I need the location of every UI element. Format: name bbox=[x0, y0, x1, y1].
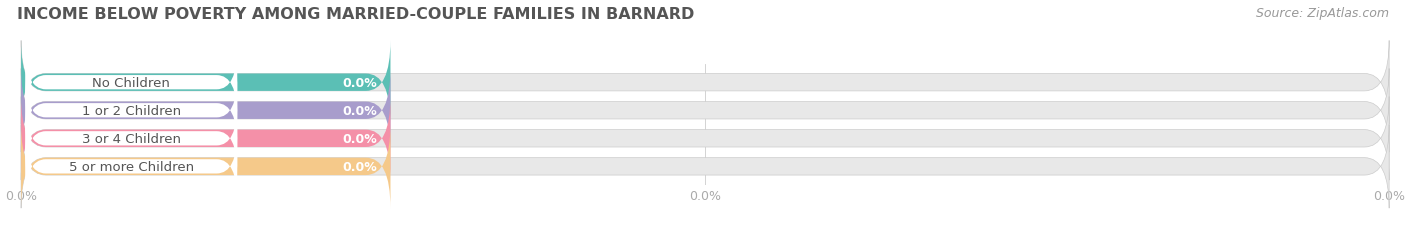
FancyBboxPatch shape bbox=[21, 125, 391, 208]
FancyBboxPatch shape bbox=[25, 48, 238, 118]
FancyBboxPatch shape bbox=[21, 69, 391, 152]
Text: 0.0%: 0.0% bbox=[342, 132, 377, 145]
Text: 0.0%: 0.0% bbox=[342, 104, 377, 117]
Text: No Children: No Children bbox=[93, 76, 170, 89]
FancyBboxPatch shape bbox=[21, 97, 391, 180]
Text: 1 or 2 Children: 1 or 2 Children bbox=[82, 104, 181, 117]
Text: INCOME BELOW POVERTY AMONG MARRIED-COUPLE FAMILIES IN BARNARD: INCOME BELOW POVERTY AMONG MARRIED-COUPL… bbox=[17, 7, 695, 22]
FancyBboxPatch shape bbox=[25, 132, 238, 201]
FancyBboxPatch shape bbox=[25, 76, 238, 146]
Text: 5 or more Children: 5 or more Children bbox=[69, 160, 194, 173]
FancyBboxPatch shape bbox=[21, 41, 1389, 125]
FancyBboxPatch shape bbox=[21, 41, 391, 125]
FancyBboxPatch shape bbox=[25, 104, 238, 173]
Text: 0.0%: 0.0% bbox=[342, 160, 377, 173]
Text: 0.0%: 0.0% bbox=[342, 76, 377, 89]
FancyBboxPatch shape bbox=[21, 69, 1389, 152]
Text: 3 or 4 Children: 3 or 4 Children bbox=[82, 132, 181, 145]
FancyBboxPatch shape bbox=[21, 125, 1389, 208]
FancyBboxPatch shape bbox=[21, 97, 1389, 180]
Text: Source: ZipAtlas.com: Source: ZipAtlas.com bbox=[1256, 7, 1389, 20]
